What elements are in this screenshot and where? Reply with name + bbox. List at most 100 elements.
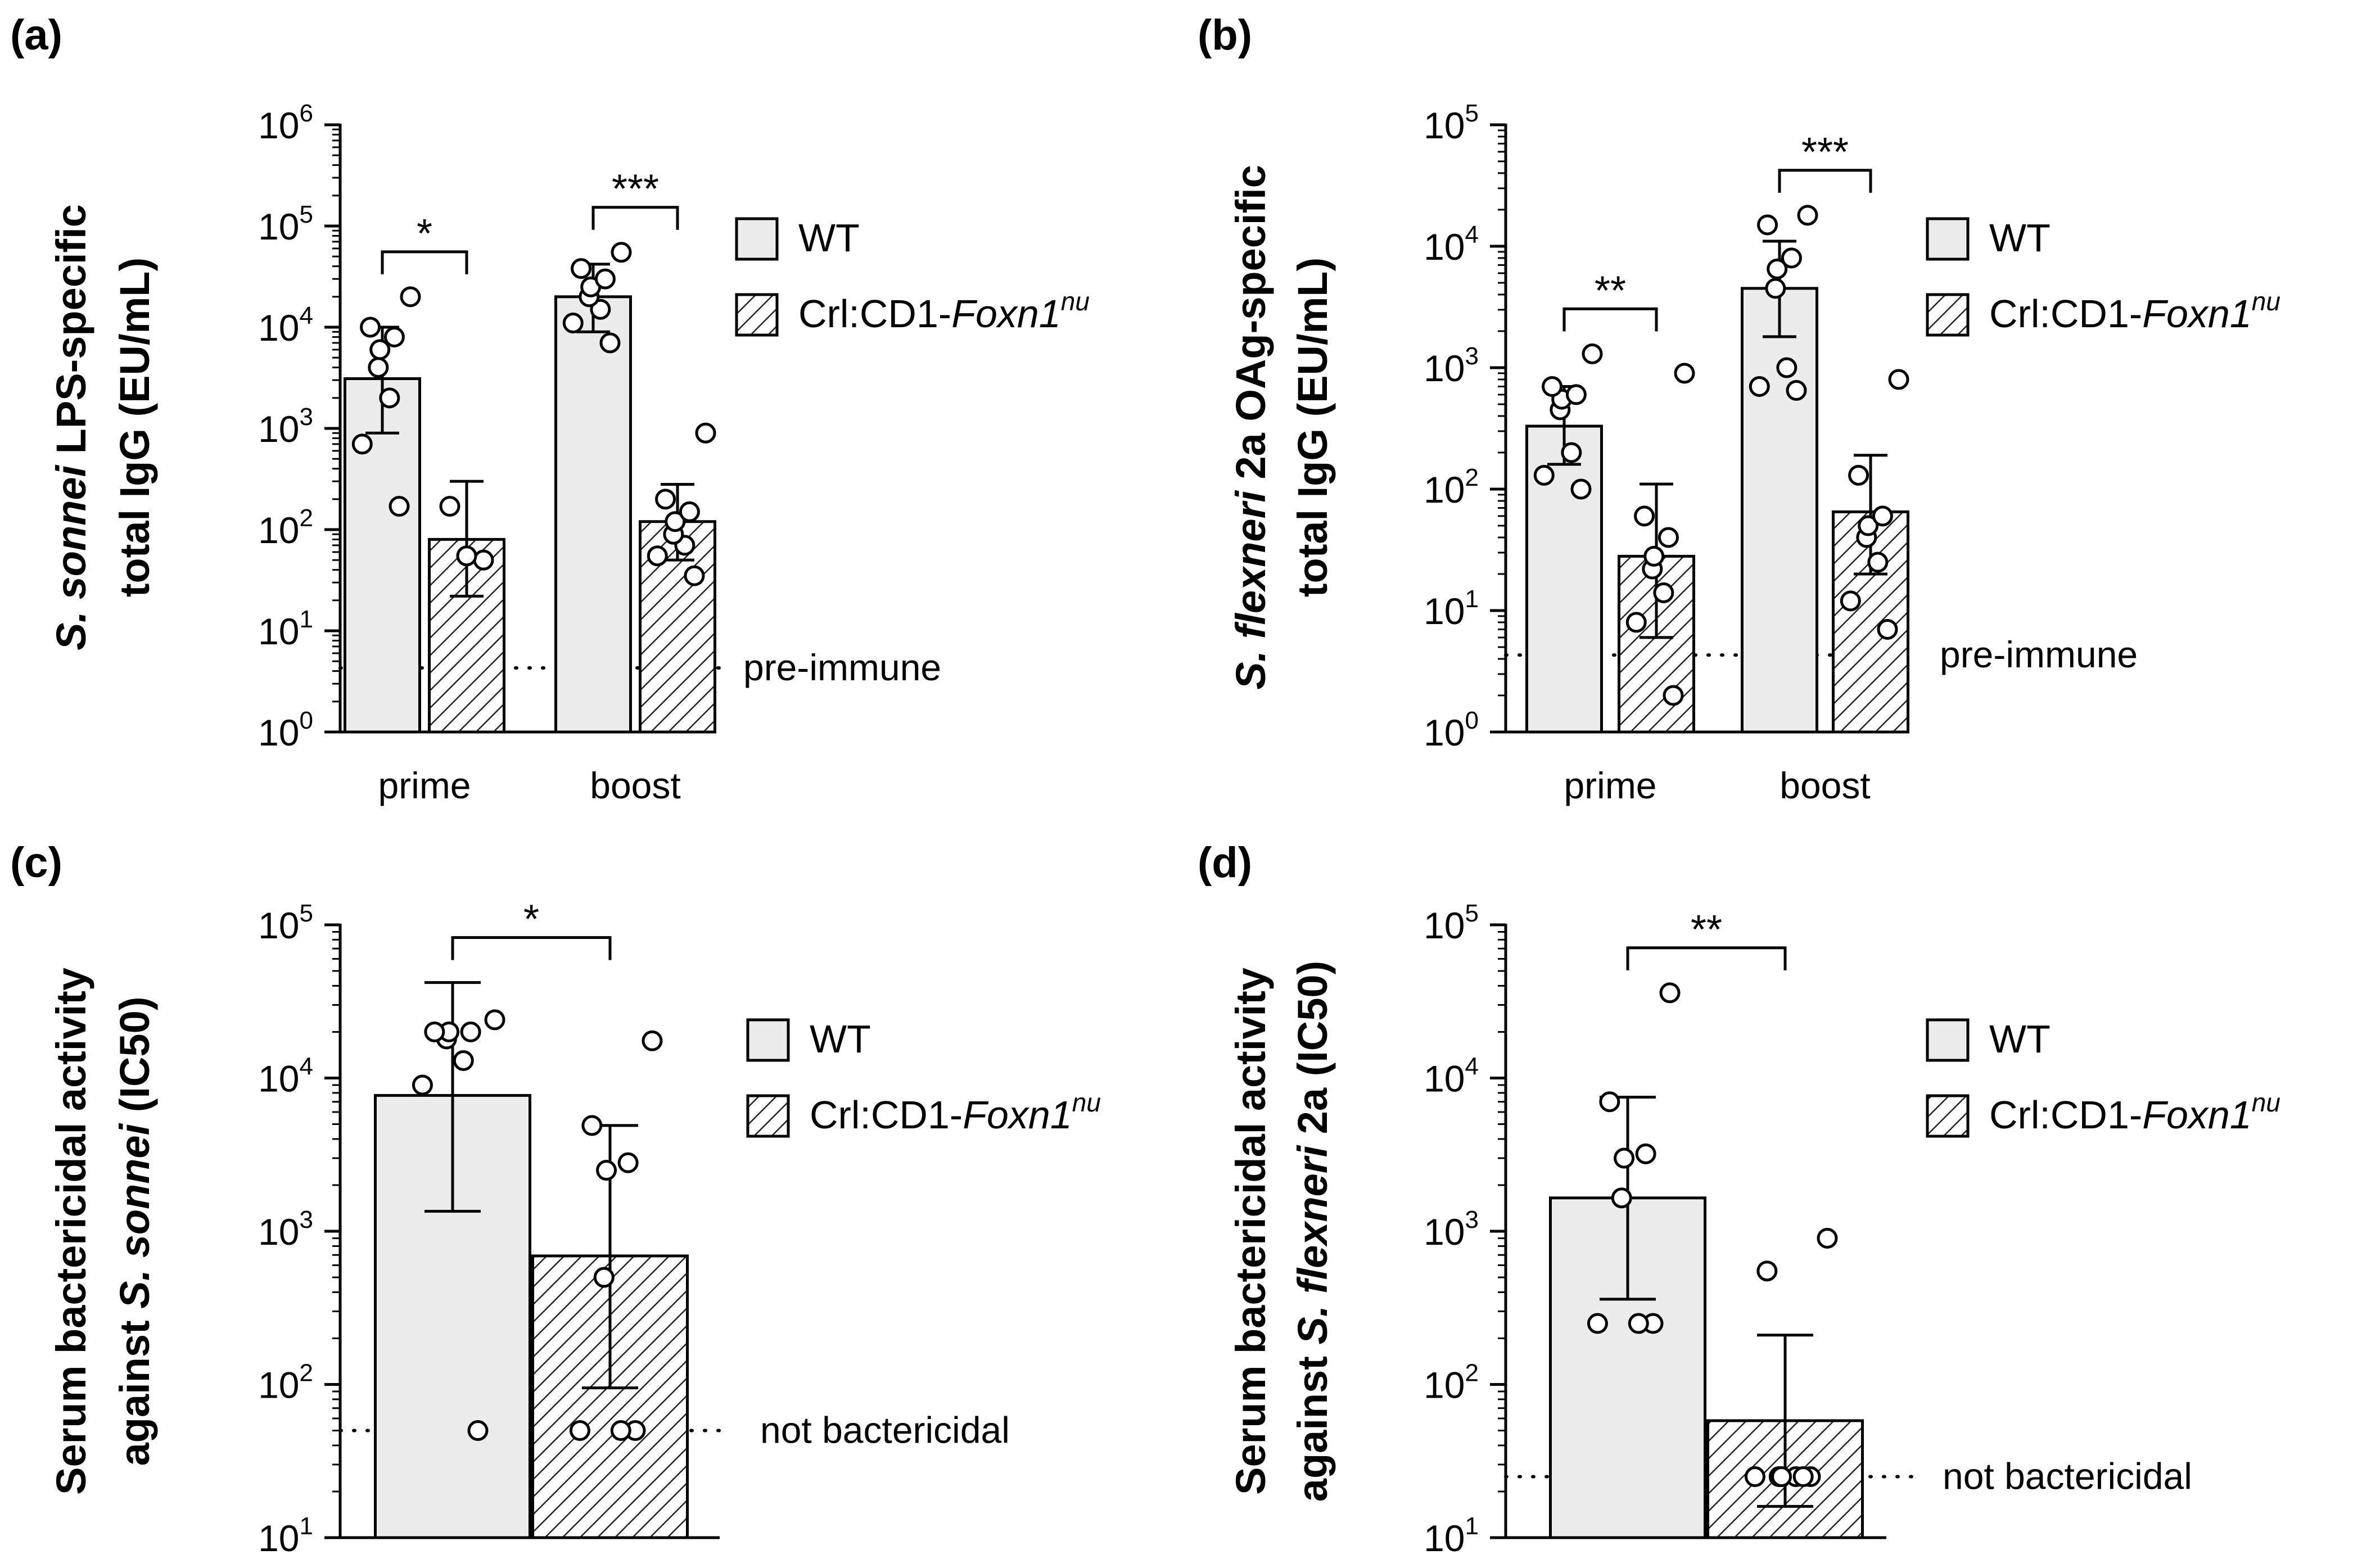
data-point [400, 286, 421, 308]
data-point [1858, 515, 1879, 536]
tick-base: 10 [258, 611, 299, 652]
tick-exponent: 4 [300, 302, 313, 329]
data-point [1614, 1147, 1635, 1169]
y-tick-label: 105 [1424, 900, 1479, 946]
legend-label-foxn1nu: Crl:CD1-Foxn1nu [1989, 287, 2280, 336]
bar-wt [554, 295, 632, 734]
data-point [1749, 376, 1770, 397]
data-point [1561, 442, 1582, 463]
data-point [593, 1267, 615, 1288]
legend-gene: Foxn1 [951, 292, 1061, 336]
data-point [1663, 685, 1684, 706]
tick-base: 10 [1424, 1058, 1465, 1100]
y-tick-label: 104 [258, 1053, 313, 1100]
data-point [611, 242, 632, 263]
tick-base: 10 [258, 509, 299, 551]
y-axis-label-line: S. flexneri 2a OAg-specific [1227, 165, 1274, 690]
tick-exponent: 1 [1465, 1512, 1479, 1540]
data-point [1776, 357, 1798, 378]
y-tick-label: 105 [1424, 100, 1479, 146]
y-axis-label-segment: S. sonnei [48, 464, 94, 650]
data-point [1848, 464, 1869, 486]
tick-exponent: 4 [1465, 221, 1479, 248]
legend-swatch-foxn1nu [746, 1094, 790, 1138]
y-tick-label: 104 [1424, 221, 1479, 268]
data-point [467, 1420, 489, 1442]
reference-line-label: pre-immune [1940, 634, 2138, 675]
data-point [383, 326, 405, 347]
data-point [617, 1152, 639, 1173]
y-axis-label-line: Serum bactericidal activity [48, 968, 94, 1495]
significance-label: * [417, 211, 432, 256]
data-point [379, 387, 400, 409]
significance-bracket [381, 250, 468, 274]
y-axis-label-segment: S. sonnei [111, 1123, 158, 1308]
category-label: prime [378, 765, 471, 806]
tick-exponent: 0 [1465, 707, 1479, 734]
data-point [679, 501, 700, 522]
tick-exponent: 2 [300, 1359, 313, 1387]
legend: WT Crl:CD1-Foxn1nu [735, 216, 1090, 337]
data-point [1767, 258, 1788, 279]
y-axis-label-segment: against [111, 1309, 158, 1466]
significance-bracket [1778, 169, 1872, 193]
panel-label: (d) [1198, 839, 1252, 887]
tick-base: 10 [258, 206, 299, 247]
significance-label: ** [1595, 268, 1626, 313]
legend-swatch-wt [746, 1018, 790, 1062]
tick-base: 10 [1424, 226, 1465, 268]
data-point [1628, 1313, 1649, 1334]
y-axis-label-segment: Serum bactericidal activity [48, 968, 94, 1495]
panel-b: (b) S. flexneri 2a OAg-specific total IgG … [1198, 11, 2280, 806]
y-axis-label-segment: S. flexneri [1227, 490, 1274, 690]
data-point [1542, 376, 1563, 397]
y-tick-label: 103 [1424, 1206, 1479, 1253]
data-point [571, 258, 592, 279]
y-axis-label-line: total IgG (EU/mL) [1289, 257, 1336, 597]
data-point [581, 1115, 603, 1136]
legend-superscript: nu [1072, 1088, 1101, 1117]
y-tick-label: 104 [258, 302, 313, 349]
y-axis-label-segment: (IC50) [111, 997, 158, 1124]
data-point [456, 545, 477, 567]
significance-bracket [591, 206, 679, 230]
legend: WT Crl:CD1-Foxn1nu [1926, 216, 2280, 337]
tick-base: 10 [1424, 1364, 1465, 1406]
category-label: boost [590, 765, 680, 806]
data-point [351, 433, 373, 455]
data-point [1756, 1260, 1778, 1282]
legend-swatch-wt [1926, 217, 1970, 261]
tick-base: 10 [258, 1211, 299, 1253]
data-point [684, 565, 705, 586]
data-point [599, 332, 621, 354]
data-point [1611, 1187, 1632, 1209]
legend-label-foxn1nu: Crl:CD1-Foxn1nu [810, 1088, 1101, 1137]
legend-label-foxn1nu: Crl:CD1-Foxn1nu [798, 287, 1090, 336]
legend-gene: Foxn1 [2142, 292, 2252, 336]
data-point [569, 1420, 590, 1442]
y-tick-label: 105 [258, 201, 313, 247]
tick-exponent: 3 [300, 403, 313, 431]
data-point [642, 1030, 663, 1051]
tick-base: 10 [258, 712, 299, 753]
reference-line-label: not bactericidal [760, 1409, 1010, 1451]
significance-label: *** [1801, 130, 1849, 175]
tick-exponent: 5 [1465, 900, 1479, 927]
data-point [424, 1021, 445, 1042]
tick-base: 10 [258, 105, 299, 146]
legend-gene: Foxn1 [2142, 1093, 2252, 1137]
reference-line-label: pre-immune [743, 647, 941, 688]
panel-label: (b) [1198, 11, 1252, 59]
legend-label-wt: WT [798, 216, 860, 260]
data-point [1757, 214, 1778, 236]
panel-c: (c) Serum bactericidal activity against S.… [10, 839, 1101, 1559]
legend-label-wt: WT [810, 1017, 871, 1061]
data-point [460, 1021, 481, 1042]
legend-superscript: nu [2252, 287, 2280, 316]
legend-gene: Foxn1 [963, 1093, 1072, 1137]
data-point [1658, 527, 1679, 548]
tick-base: 10 [1424, 712, 1465, 753]
data-point [1625, 612, 1647, 633]
tick-exponent: 5 [1465, 100, 1479, 127]
